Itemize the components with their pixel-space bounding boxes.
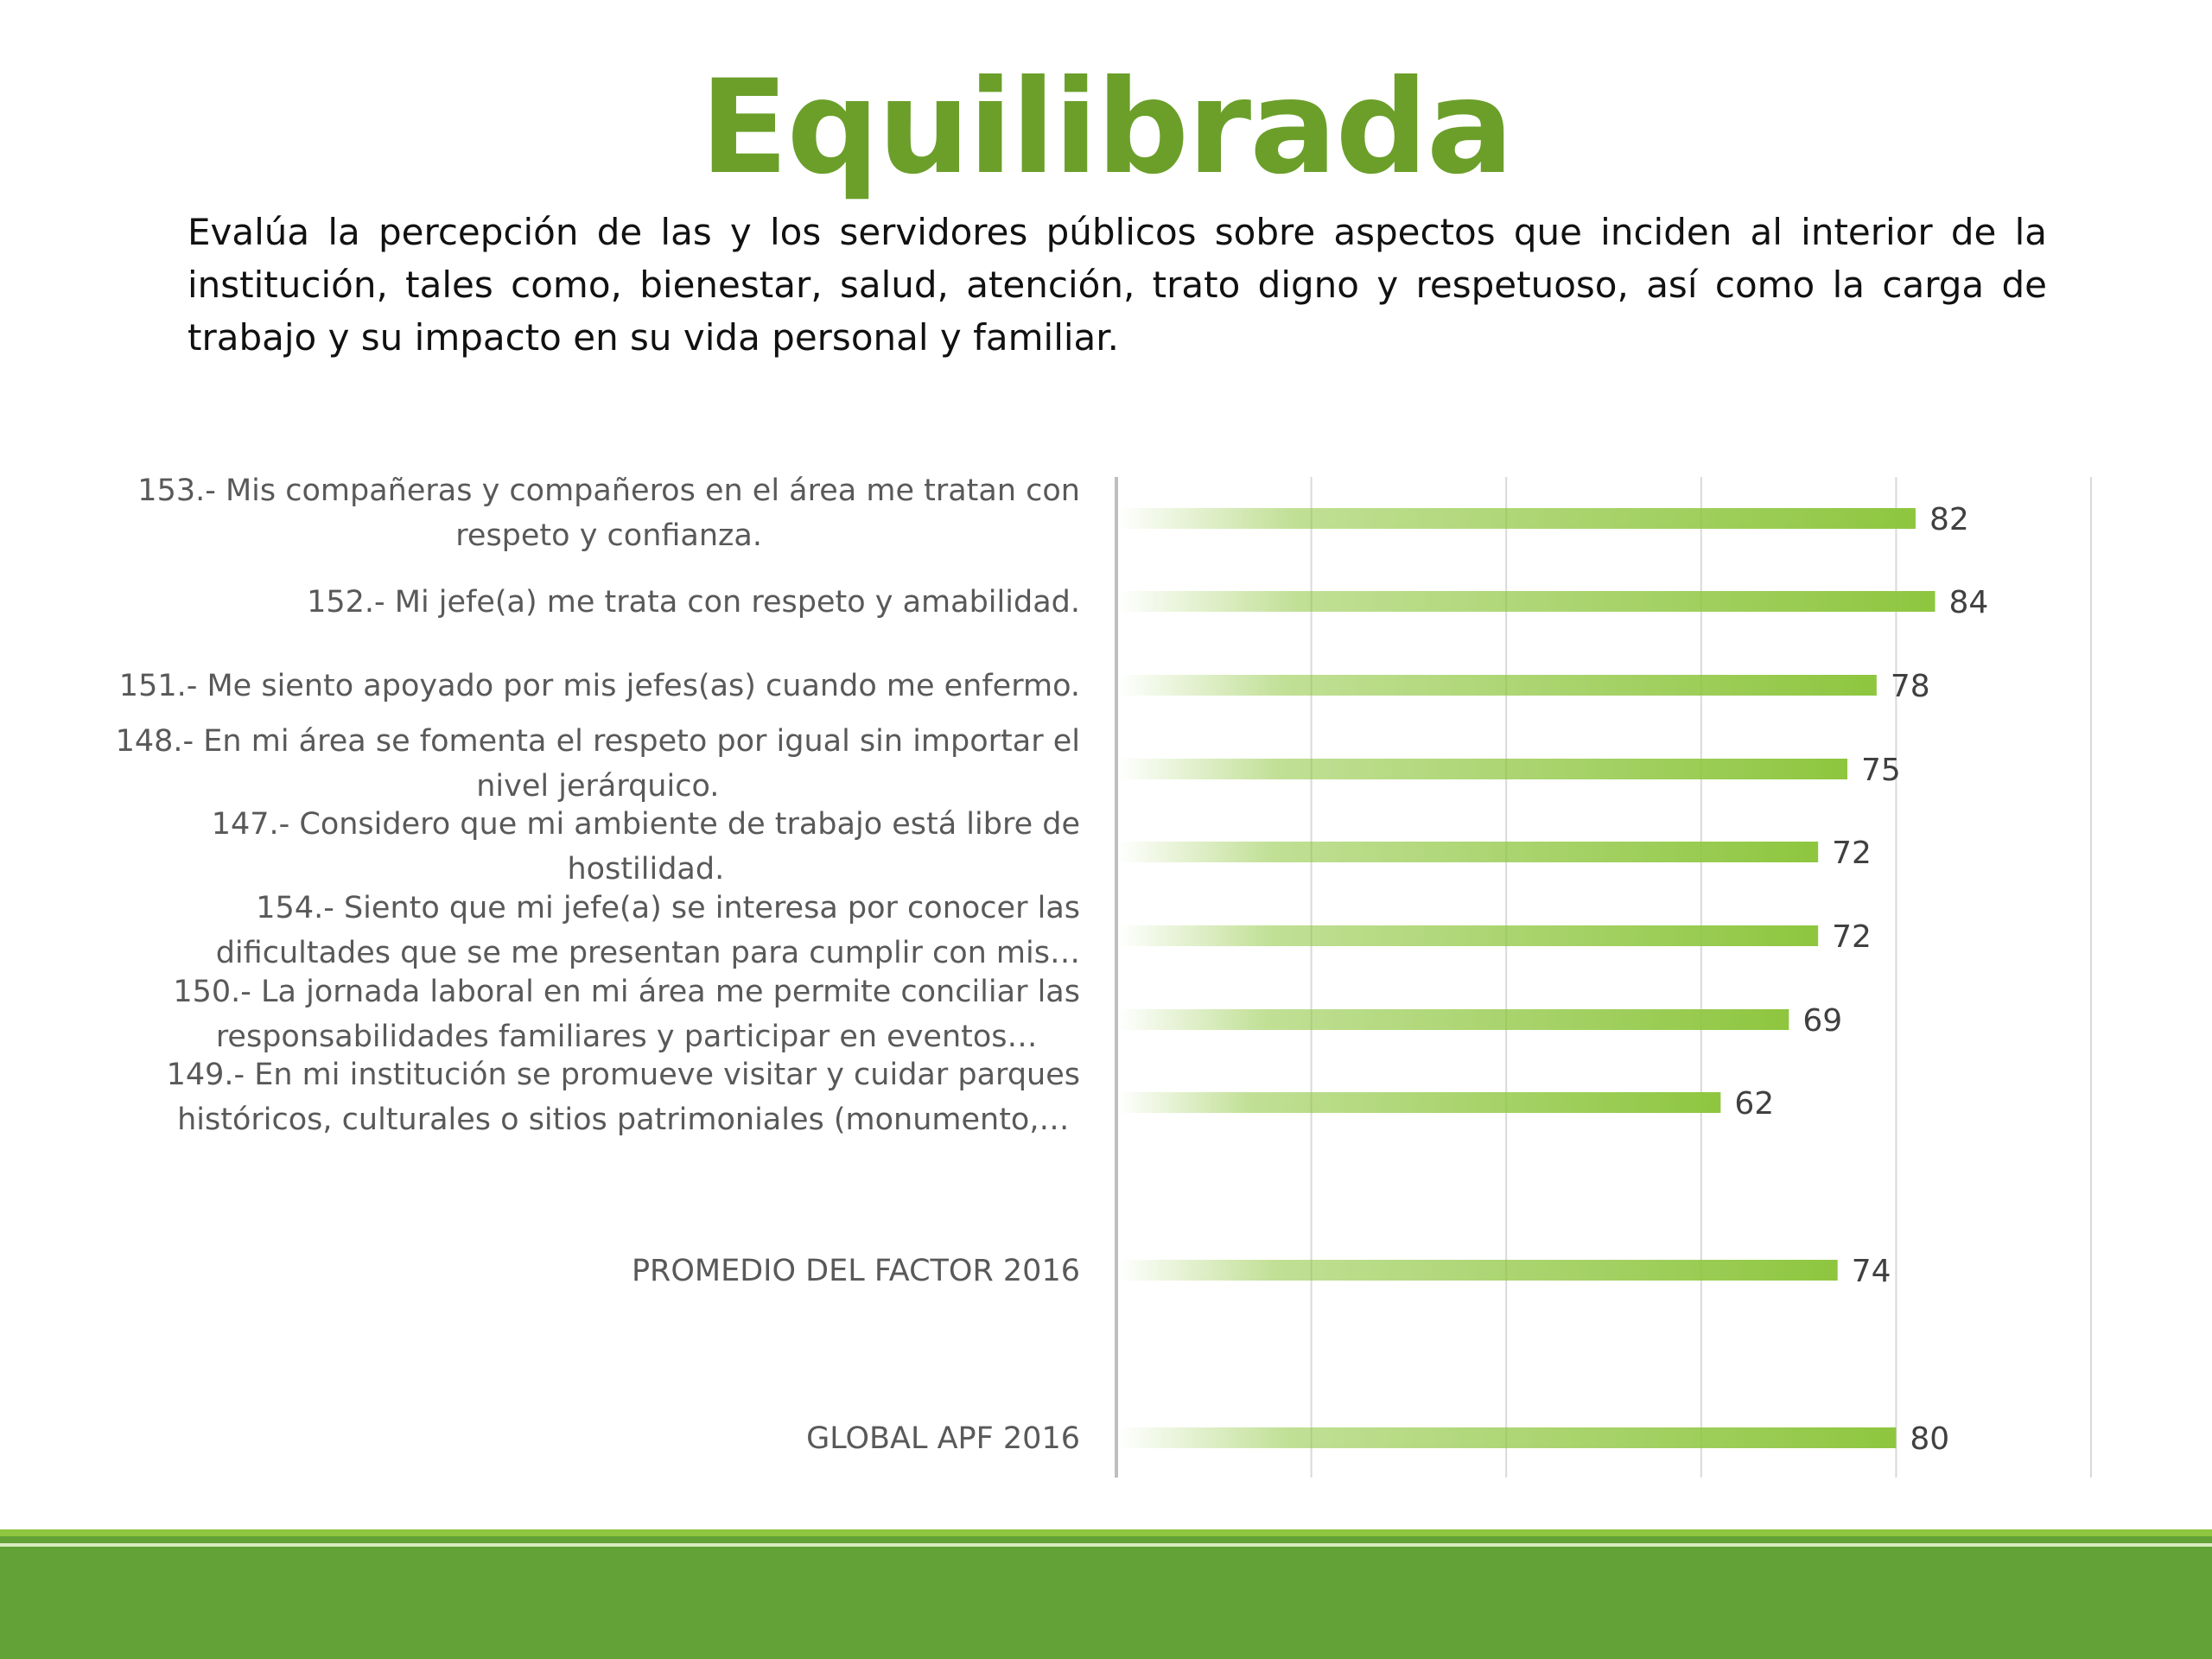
category-label-5-line-1: dificultades que se me presentan para cu…: [216, 936, 1080, 970]
data-label-5: 72: [1832, 919, 1872, 955]
category-label-2-line-0: 151.- Me siento apoyado por mis jefes(as…: [119, 669, 1080, 703]
category-label-5: 154.- Siento que mi jefe(a) se interesa …: [216, 891, 1080, 970]
category-label-0-line-0: 153.- Mis compañeras y compañeros en el …: [137, 474, 1080, 508]
category-label-8-line-0: PROMEDIO DEL FACTOR 2016: [632, 1254, 1080, 1288]
data-label-7: 62: [1734, 1086, 1774, 1122]
slide-title: Equilibrada: [699, 53, 1514, 203]
bar-1: [1118, 591, 1936, 612]
bar-6: [1118, 1009, 1789, 1030]
slide-description: Evalúa la percepción de las y los servid…: [188, 211, 2047, 359]
data-label-6: 69: [1802, 1003, 1842, 1039]
data-label-2: 78: [1891, 669, 1930, 704]
gridlines: [1115, 477, 2092, 1478]
category-label-0: 153.- Mis compañeras y compañeros en el …: [137, 474, 1080, 553]
footer-band: [0, 1536, 2212, 1659]
category-label-5-line-0: 154.- Siento que mi jefe(a) se interesa …: [256, 891, 1080, 925]
value-labels: 82 84 78 75 72 72 69 62 74 80: [1734, 502, 1988, 1457]
category-label-3-line-1: nivel jerárquico.: [476, 769, 719, 804]
footer-line: [0, 1543, 2212, 1547]
bar-8: [1118, 1260, 1838, 1281]
category-label-7-line-0: 149.- En mi institución se promueve visi…: [167, 1058, 1080, 1092]
category-label-4: 147.- Considero que mi ambiente de traba…: [212, 807, 1080, 887]
category-label-7-line-1: históricos, culturales o sitios patrimon…: [177, 1103, 1069, 1137]
category-label-8: PROMEDIO DEL FACTOR 2016: [632, 1254, 1080, 1288]
category-label-9-line-0: GLOBAL APF 2016: [806, 1421, 1080, 1456]
category-label-3: 148.- En mi área se fomenta el respeto p…: [116, 724, 1080, 804]
category-label-4-line-1: hostilidad.: [567, 852, 724, 887]
bar-4: [1118, 842, 1819, 862]
category-label-6-line-1: responsabilidades familiares y participa…: [216, 1020, 1038, 1054]
category-label-3-line-0: 148.- En mi área se fomenta el respeto p…: [116, 724, 1080, 759]
category-labels: 153.- Mis compañeras y compañeros en el …: [116, 474, 1080, 1456]
data-label-4: 72: [1832, 836, 1872, 871]
data-label-1: 84: [1949, 585, 1989, 620]
bar-5: [1118, 925, 1819, 946]
bar-0: [1118, 508, 1916, 529]
data-label-0: 82: [1929, 502, 1969, 537]
category-label-0-line-1: respeto y confianza.: [455, 518, 762, 553]
bars: [1118, 508, 1936, 1448]
category-label-1: 152.- Mi jefe(a) me trata con respeto y …: [307, 585, 1080, 620]
category-label-9: GLOBAL APF 2016: [806, 1421, 1080, 1456]
category-label-7: 149.- En mi institución se promueve visi…: [167, 1058, 1080, 1137]
category-label-6: 150.- La jornada laboral en mi área me p…: [173, 975, 1080, 1054]
data-label-3: 75: [1861, 753, 1901, 788]
category-label-6-line-0: 150.- La jornada laboral en mi área me p…: [173, 975, 1080, 1009]
category-label-4-line-0: 147.- Considero que mi ambiente de traba…: [212, 807, 1080, 842]
bar-7: [1118, 1092, 1721, 1113]
data-label-9: 80: [1910, 1421, 1949, 1457]
bar-9: [1118, 1427, 1897, 1448]
bar-2: [1118, 675, 1877, 696]
category-label-2: 151.- Me siento apoyado por mis jefes(as…: [119, 669, 1080, 703]
bar-chart: 153.- Mis compañeras y compañeros en el …: [116, 474, 2092, 1478]
data-label-8: 74: [1852, 1254, 1891, 1289]
category-label-1-line-0: 152.- Mi jefe(a) me trata con respeto y …: [307, 585, 1080, 620]
bar-3: [1118, 759, 1847, 779]
